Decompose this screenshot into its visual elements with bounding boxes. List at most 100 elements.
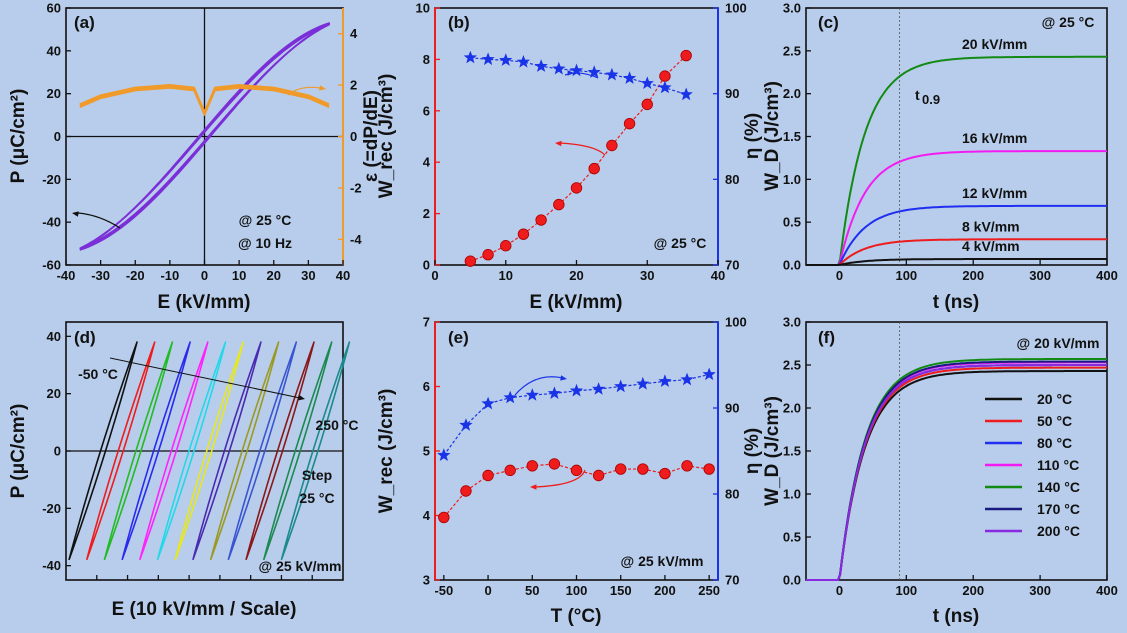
annotation: @ 25 °C [654,235,707,251]
y-tick-label: -40 [42,215,61,230]
x-tick-label: 200 [962,268,984,283]
eta-point [463,50,477,64]
eta-point [614,379,628,393]
eta-point [592,382,606,395]
y-tick-label: -40 [42,558,61,573]
wrec-point [588,162,600,175]
wrec-point [623,117,636,130]
legend-label: 170 °C [1037,501,1080,517]
x-tick-label: 0 [484,583,491,598]
wrec-point [504,464,516,477]
wrec-point [659,467,671,480]
eta-point [437,448,451,461]
y-tick-label: 6 [423,379,430,394]
y-tick-label: 40 [47,43,61,58]
x-tick-label: 0 [836,583,843,598]
panel-label: (d) [74,328,96,347]
annotation: 25 °C [299,490,334,506]
x-axis-label: E (kV/mm) [158,292,251,313]
y2-tick-label: 80 [725,172,739,187]
arrow-head [555,140,562,147]
y2-tick-label: 2 [350,78,357,93]
wrec-line [470,55,687,262]
pe-loop-line [121,341,191,561]
y-tick-label: 3.0 [783,315,801,330]
legend-label: 200 °C [1037,523,1080,539]
annotation: @ 20 kV/mm [1017,335,1100,351]
eta-point [569,63,584,77]
panel-a: -40 -30 -20 -10 0 10 20 30 40-60-40-200204060-4-… [8,1,382,314]
eta-point [680,372,694,386]
wrec-point [680,49,692,62]
y-tick-label: 20 [47,386,61,401]
x-tick-label: 400 [1096,268,1118,283]
wrec-point [438,511,450,524]
pe-loop-line [280,341,351,561]
annotation: @ 25 °C [239,212,292,228]
y-tick-label: 40 [47,329,61,344]
annotation: 250 °C [316,417,359,433]
annotation-arrow [534,469,586,488]
legend-label: 140 °C [1037,479,1080,495]
y-tick-label: 7 [423,315,430,330]
panel-d: -40 -20 0 20 40 -50 °C 250 °C Step 25 °C @ 25 kV/… [8,321,359,620]
wrec-point [641,98,653,111]
annotation: Step [302,467,332,483]
panel-label: (c) [818,13,839,32]
x-tick-label: 30 [301,268,315,283]
eta-point [481,52,495,66]
y-tick-label: 2.5 [783,358,801,373]
x-tick-label: 200 [654,583,676,598]
arrow-head [567,70,574,76]
wrec-point [570,182,583,194]
wrec-point [606,139,618,152]
x-tick-label: -40 [57,268,76,283]
annotation-arrow [514,376,564,396]
y2-tick-label: 80 [725,487,739,502]
y-axis-label: W_rec (J/cm³) [376,389,397,514]
x-tick-label: 10 [499,268,513,283]
energy-curve [806,238,1107,266]
x-tick-label: 0 [836,268,843,283]
y-axis-label: P (μC/cm²) [8,89,29,184]
x-tick-label: 40 [336,268,350,283]
x-tick-label: 200 [962,583,984,598]
y-tick-label: 1.5 [783,444,801,459]
y2-tick-label: 90 [725,401,739,416]
y-tick-label: 60 [47,1,61,16]
eta-point [525,388,539,401]
y-axis-label: W_D (J/cm³) [762,81,783,191]
energy-curve [806,55,1107,266]
y-tick-label: 3.0 [783,1,801,16]
wrec-point [482,469,494,482]
x-tick-label: 100 [895,583,917,598]
eta-point [679,87,693,101]
x-axis-label: E (10 kV/mm / Scale) [112,599,297,620]
annotation-arrow [77,212,121,229]
y-tick-label: 3 [423,573,430,588]
wrec-point [615,463,627,475]
eta-point [459,418,473,431]
y-tick-label: 0 [54,444,61,459]
panel-f: 0 100 200 300 400 0.0 0.5 1.0 1.5 2.0 2.5 3.0 20 °C 5… [762,315,1118,628]
panel-c: 0 100 200 300 400 0.0 0.5 1.0 1.5 2.0 2.5 3.0 20 kV/… [762,1,1118,314]
y-tick-label: -20 [42,172,61,187]
x-axis-label: t (ns) [933,292,979,313]
y-tick-label: 2.0 [783,86,801,101]
y2-axis-label: η (%) [742,428,763,474]
energy-curve [806,364,1107,581]
energy-curve [806,150,1107,266]
plot-frame [434,7,719,266]
eta-point [499,53,513,66]
panel-label: (b) [448,13,470,32]
x-tick-label: -50 [434,583,453,598]
y-tick-label: 0.5 [783,215,801,230]
eta-point [552,61,566,75]
legend-label: 20 °C [1037,391,1072,407]
legend-label: 12 kV/mm [962,185,1027,201]
legend-label: 110 °C [1037,457,1079,473]
annotation: -50 °C [78,366,118,382]
wrec-point [637,463,649,475]
energy-curve [806,204,1107,266]
wrec-point [553,198,565,211]
